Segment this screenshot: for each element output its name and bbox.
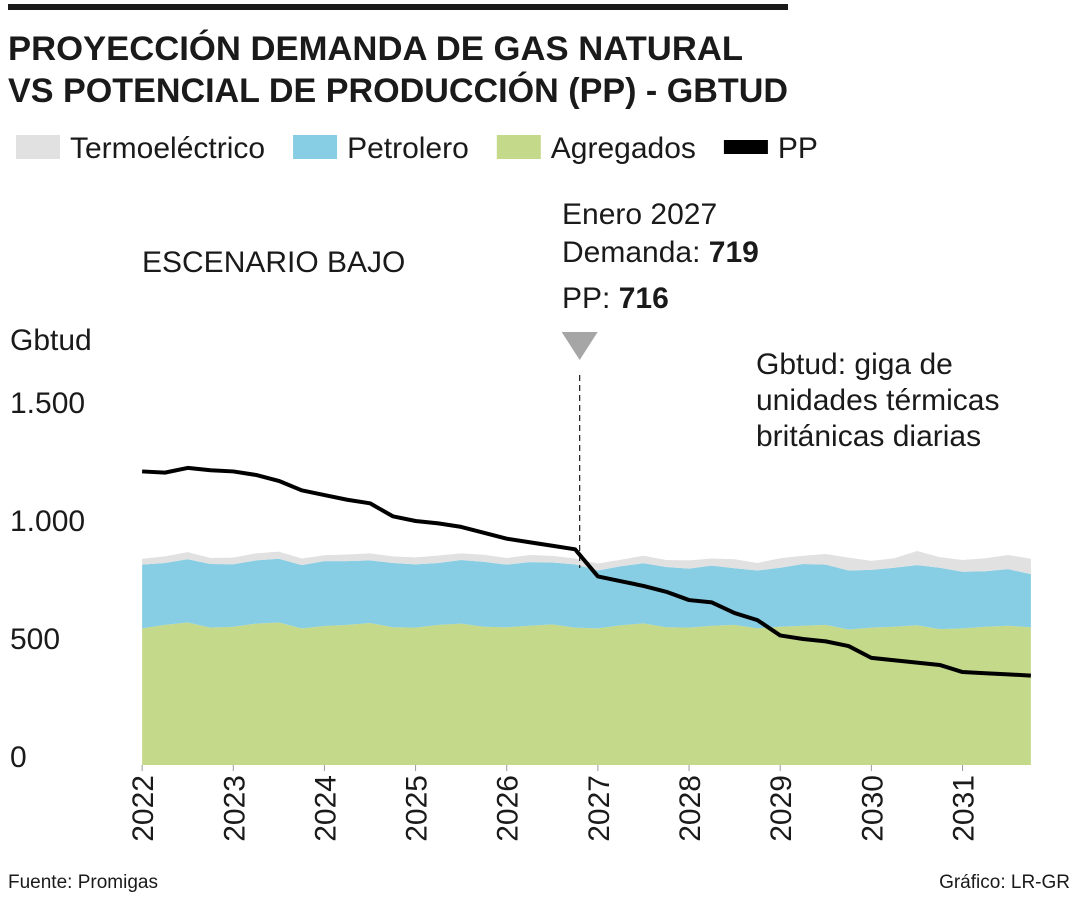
annotation-pp-label: PP: <box>562 282 610 315</box>
pp-line <box>142 465 1031 678</box>
x-tick-label: 2031 <box>948 775 981 842</box>
y-tick-label: 1.500 <box>10 387 85 420</box>
annotation-triangle <box>561 332 598 360</box>
legend-swatch <box>496 135 541 159</box>
legend: Termoeléctrico Petrolero Agregados PP <box>16 132 818 165</box>
y-axis-label: Gbtud <box>10 324 92 357</box>
legend-swatch <box>293 135 338 159</box>
y-tick-label: 500 <box>10 623 60 656</box>
x-tick-label: 2030 <box>856 775 889 842</box>
chart-title: VS POTENCIAL DE PRODUCCIÓN (PP) - GBTUD <box>8 72 788 110</box>
annotation-pp: PP: 716 <box>562 282 669 315</box>
x-tick-label: 2022 <box>127 775 160 842</box>
annotation-demand-label: Demanda: <box>562 236 700 269</box>
x-tick-label: 2026 <box>492 775 525 842</box>
y-tick-label: 1.000 <box>10 505 85 538</box>
plot: 0 500 1.000 1.500 2022 2023 2024 2025 2026 2027 20… <box>10 332 1031 842</box>
y-tick-label: 0 <box>10 741 27 774</box>
x-tick-label: 2029 <box>765 775 798 842</box>
area <box>142 622 1031 757</box>
note: unidades térmicas <box>756 384 999 417</box>
scenario-label: ESCENARIO BAJO <box>142 246 405 279</box>
chart-title: PROYECCIÓN DEMANDA DE GAS NATURAL <box>8 30 743 68</box>
credit: Gráfico: LR-GR <box>939 872 1070 893</box>
annotation-date: Enero 2027 <box>562 198 717 231</box>
area <box>142 558 1031 630</box>
annotation-demand: Demanda: 719 <box>562 236 759 269</box>
x-tick-label: 2024 <box>309 775 342 842</box>
legend-label: PP <box>778 132 818 165</box>
legend-label: Petrolero <box>347 132 469 165</box>
x-tick-label: 2025 <box>401 775 434 842</box>
area-floor <box>142 757 1031 765</box>
annotation-pp-value: 716 <box>619 282 669 315</box>
source: Fuente: Promigas <box>8 872 158 893</box>
legend-swatch <box>723 140 768 154</box>
x-tick-label: 2028 <box>674 775 707 842</box>
note: británicas diarias <box>756 420 981 453</box>
note: Gbtud: giga de <box>756 348 953 381</box>
legend-swatch <box>16 135 60 159</box>
x-tick-label: 2027 <box>583 775 616 842</box>
legend-label: Termoeléctrico <box>70 132 265 165</box>
x-tick-label: 2023 <box>218 775 251 842</box>
top-rule <box>8 4 788 10</box>
annotation-demand-value: 719 <box>709 236 759 269</box>
legend-label: Agregados <box>551 132 696 165</box>
